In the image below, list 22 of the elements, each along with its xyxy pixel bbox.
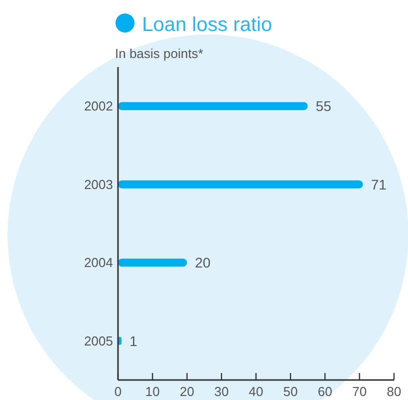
bar — [118, 102, 308, 110]
x-tick-label: 30 — [214, 384, 229, 399]
x-tick-label: 0 — [114, 384, 122, 399]
chart-title: Loan loss ratio — [142, 14, 272, 36]
data-label: 71 — [370, 176, 387, 192]
x-tick-label: 40 — [248, 384, 264, 399]
x-tick-label: 80 — [386, 384, 402, 399]
y-tick-label: 2005 — [84, 333, 113, 348]
x-tick-label: 20 — [180, 384, 194, 399]
data-label: 55 — [316, 98, 332, 114]
x-tick-label: 50 — [283, 384, 298, 399]
y-tick-label: 2003 — [84, 176, 113, 192]
data-label: 1 — [129, 332, 138, 349]
y-tick-label: 2002 — [84, 98, 113, 114]
bar — [118, 258, 187, 267]
x-tick-label: 10 — [145, 384, 160, 399]
chart-subtitle: In basis points* — [115, 46, 204, 61]
y-tick-label: 2004 — [84, 255, 113, 270]
bar — [118, 180, 363, 188]
x-tick-label: 60 — [318, 384, 332, 399]
x-tick-label: 70 — [352, 384, 367, 399]
data-label: 20 — [195, 254, 211, 271]
